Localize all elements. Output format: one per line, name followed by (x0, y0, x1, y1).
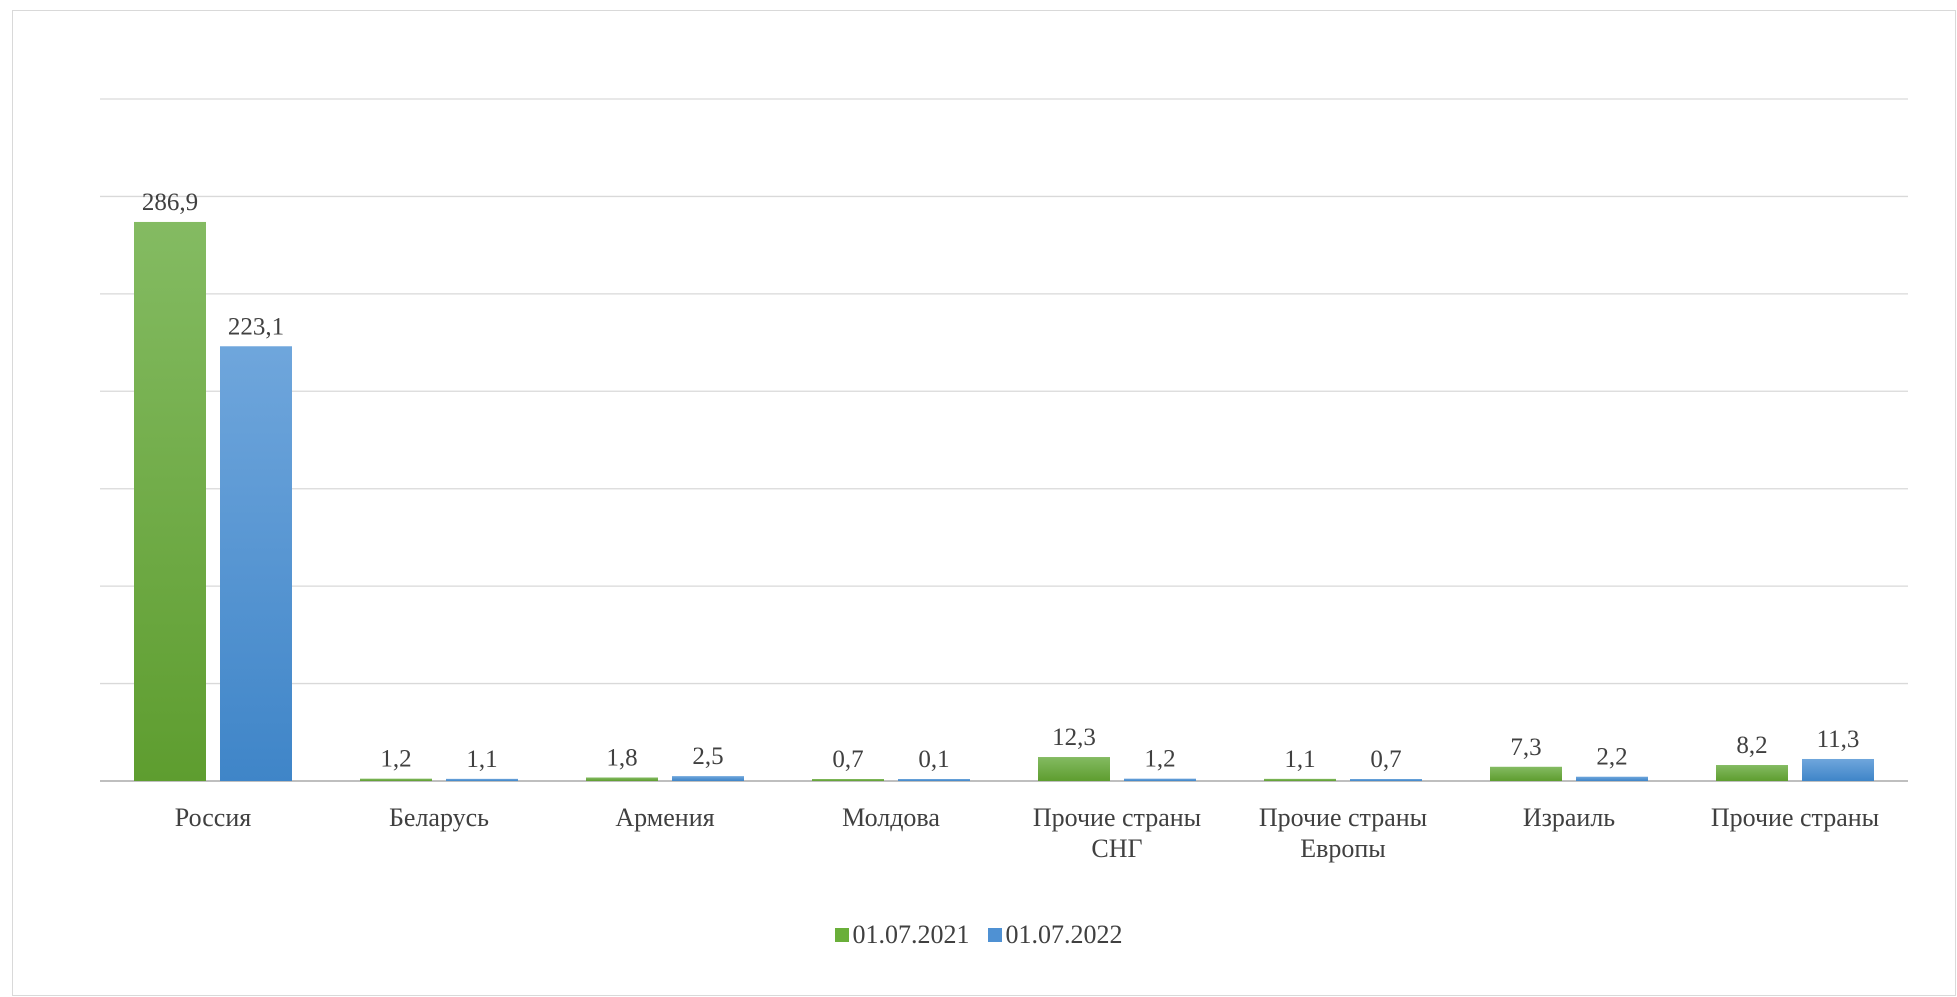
bar-2022 (898, 779, 970, 781)
x-tick-label: Россия (175, 803, 251, 832)
x-tick-label: Молдова (842, 803, 940, 832)
data-label: 2,5 (692, 743, 723, 770)
legend-item-2021: 01.07.2021 (834, 920, 970, 950)
legend: 01.07.2021 01.07.2022 (0, 918, 1957, 952)
bar-2022 (672, 776, 744, 781)
data-label: 1,8 (606, 744, 637, 771)
data-label: 0,7 (832, 746, 863, 773)
data-label: 2,2 (1596, 744, 1627, 771)
data-label: 286,9 (142, 189, 198, 216)
data-label: 1,1 (1284, 746, 1315, 773)
x-tick-label: Прочие страны СНГ (1033, 803, 1201, 863)
data-label: 1,1 (466, 746, 497, 773)
data-label: 223,1 (228, 313, 284, 340)
data-label: 1,2 (1144, 746, 1175, 773)
bar-2021 (1038, 757, 1110, 781)
bar-2022 (446, 778, 518, 781)
data-label: 8,2 (1736, 732, 1767, 759)
bar-2022 (1576, 776, 1648, 781)
bar-2021 (134, 221, 206, 782)
data-label: 12,3 (1052, 724, 1096, 751)
data-label: 0,1 (918, 746, 949, 773)
bar-2021 (812, 779, 884, 781)
data-label: 7,3 (1510, 734, 1541, 761)
chart-frame (12, 10, 1956, 996)
bar-2021 (586, 777, 658, 781)
x-tick-label: Израиль (1523, 803, 1615, 832)
legend-label-2021: 01.07.2021 (852, 920, 970, 949)
data-label: 0,7 (1370, 746, 1401, 773)
bar-2022 (220, 346, 292, 781)
legend-swatch-2021 (834, 928, 849, 942)
x-tick-label: Армения (615, 803, 714, 832)
legend-swatch-2022 (987, 928, 1002, 942)
bar-2021 (1490, 766, 1562, 781)
bar-2022 (1350, 779, 1422, 781)
bar-2021 (360, 778, 432, 781)
bar-2021 (1264, 778, 1336, 781)
data-label: 11,3 (1817, 726, 1860, 753)
bar-2022 (1802, 758, 1874, 781)
data-label: 1,2 (380, 746, 411, 773)
bar-2021 (1716, 765, 1788, 781)
legend-label-2022: 01.07.2022 (1005, 920, 1123, 949)
bar-2022 (1124, 778, 1196, 781)
x-tick-label: Прочие страны (1711, 803, 1879, 832)
x-tick-label: Беларусь (389, 803, 489, 832)
legend-item-2022: 01.07.2022 (987, 920, 1123, 950)
x-tick-label: Прочие страны Европы (1259, 803, 1427, 863)
